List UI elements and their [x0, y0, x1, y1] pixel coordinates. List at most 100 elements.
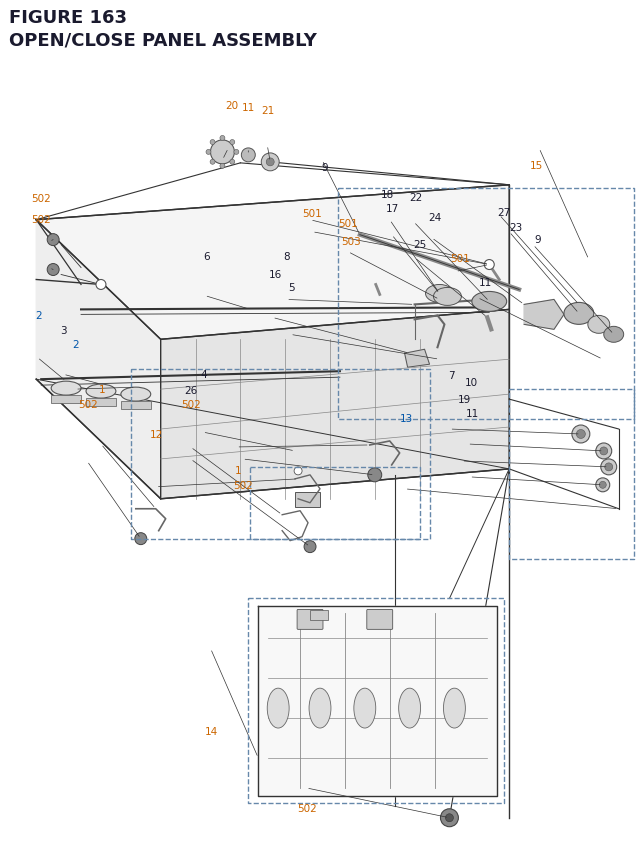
Circle shape: [266, 158, 274, 167]
FancyBboxPatch shape: [367, 610, 393, 629]
Text: 1: 1: [235, 465, 242, 475]
Text: 502: 502: [234, 480, 253, 491]
Text: 502: 502: [298, 803, 317, 813]
Ellipse shape: [268, 688, 289, 728]
Ellipse shape: [121, 387, 151, 401]
Circle shape: [577, 430, 586, 439]
Circle shape: [96, 280, 106, 290]
Text: 25: 25: [413, 240, 426, 250]
Ellipse shape: [472, 292, 507, 312]
Text: 17: 17: [386, 204, 399, 214]
Text: 501: 501: [451, 254, 470, 263]
Circle shape: [135, 533, 147, 545]
Text: 4: 4: [201, 369, 207, 380]
Polygon shape: [259, 607, 497, 796]
Circle shape: [368, 468, 381, 482]
Circle shape: [304, 541, 316, 553]
Text: 23: 23: [509, 223, 523, 233]
Ellipse shape: [564, 303, 594, 325]
Text: FIGURE 163: FIGURE 163: [10, 9, 127, 28]
Circle shape: [445, 814, 453, 821]
Circle shape: [47, 264, 59, 276]
Circle shape: [601, 460, 617, 475]
Text: 1: 1: [99, 384, 106, 394]
Polygon shape: [36, 220, 161, 499]
Circle shape: [220, 136, 225, 141]
Circle shape: [230, 140, 235, 146]
Text: 20: 20: [225, 101, 239, 111]
Text: 27: 27: [497, 208, 510, 218]
Text: 15: 15: [530, 161, 543, 171]
Text: 9: 9: [322, 163, 328, 173]
Text: 501: 501: [303, 208, 322, 219]
Text: 8: 8: [284, 252, 290, 262]
Text: 2: 2: [72, 340, 79, 350]
Polygon shape: [404, 350, 429, 368]
Text: 14: 14: [205, 726, 218, 736]
Text: 502: 502: [181, 400, 201, 410]
Circle shape: [206, 150, 211, 155]
Text: 22: 22: [409, 193, 422, 203]
Text: 7: 7: [448, 370, 454, 381]
Text: 13: 13: [400, 413, 413, 424]
Ellipse shape: [604, 327, 623, 343]
Text: 11: 11: [467, 408, 479, 418]
Ellipse shape: [444, 688, 465, 728]
Bar: [86, 399, 116, 406]
Circle shape: [599, 482, 606, 489]
Polygon shape: [36, 186, 509, 340]
Text: 5: 5: [289, 283, 295, 293]
Circle shape: [484, 260, 494, 270]
Circle shape: [230, 160, 235, 165]
Text: 2: 2: [35, 311, 42, 320]
Circle shape: [440, 808, 458, 827]
Text: 11: 11: [242, 102, 255, 113]
Circle shape: [210, 160, 215, 165]
Text: 12: 12: [150, 430, 163, 440]
Polygon shape: [524, 300, 564, 330]
Text: 502: 502: [31, 194, 51, 204]
Bar: [310, 610, 328, 621]
Circle shape: [596, 443, 612, 460]
Text: 3: 3: [61, 326, 67, 336]
Text: OPEN/CLOSE PANEL ASSEMBLY: OPEN/CLOSE PANEL ASSEMBLY: [10, 31, 317, 49]
Bar: [51, 396, 81, 404]
Circle shape: [600, 448, 608, 455]
Text: 21: 21: [261, 106, 275, 116]
Bar: [121, 401, 151, 410]
Text: 18: 18: [381, 189, 394, 200]
Text: 16: 16: [269, 269, 282, 279]
Circle shape: [241, 149, 255, 163]
Ellipse shape: [426, 285, 453, 303]
Circle shape: [596, 479, 610, 492]
Text: 6: 6: [204, 252, 210, 262]
Text: 19: 19: [458, 394, 470, 405]
Circle shape: [220, 164, 225, 169]
Ellipse shape: [588, 316, 610, 334]
Circle shape: [572, 425, 590, 443]
Text: 502: 502: [31, 215, 51, 226]
FancyBboxPatch shape: [297, 610, 323, 629]
Circle shape: [210, 140, 215, 146]
Text: 26: 26: [185, 386, 198, 396]
Circle shape: [211, 141, 234, 164]
Ellipse shape: [399, 688, 420, 728]
Text: 10: 10: [465, 377, 478, 387]
Circle shape: [605, 463, 612, 471]
Ellipse shape: [433, 288, 461, 306]
Polygon shape: [161, 310, 509, 499]
Circle shape: [294, 468, 302, 475]
Text: 503: 503: [340, 237, 360, 247]
Text: 24: 24: [428, 213, 442, 223]
Circle shape: [234, 150, 239, 155]
Ellipse shape: [86, 385, 116, 399]
Text: 502: 502: [78, 400, 98, 410]
Circle shape: [261, 154, 279, 171]
Text: 9: 9: [534, 235, 541, 245]
Ellipse shape: [51, 381, 81, 396]
Text: 11: 11: [479, 278, 492, 288]
Bar: [295, 492, 320, 507]
Circle shape: [47, 234, 59, 246]
Text: 501: 501: [338, 219, 358, 229]
Ellipse shape: [309, 688, 331, 728]
